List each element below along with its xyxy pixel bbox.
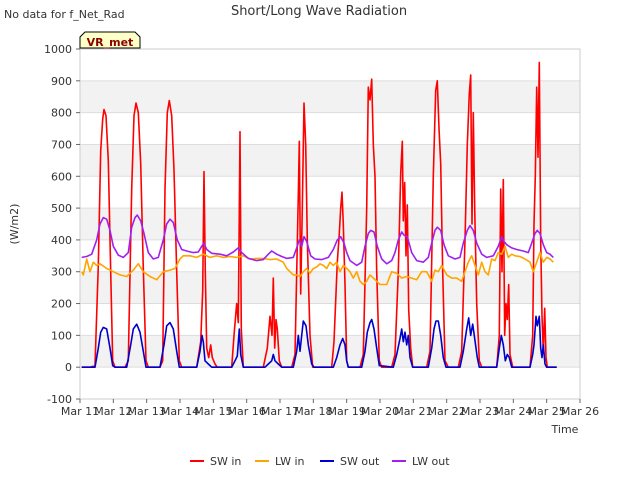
x-tick-label: Mar 18	[294, 405, 332, 418]
background-band	[80, 49, 580, 81]
x-tick-label: Mar 24	[494, 405, 532, 418]
series-line-lw-in	[80, 245, 554, 286]
x-tick-label: Mar 15	[194, 405, 232, 418]
y-tick-label: 800	[51, 107, 72, 120]
background-band	[80, 176, 580, 209]
series-line-lw-out	[81, 214, 554, 267]
no-data-note: No data for f_Net_Rad	[4, 8, 125, 21]
background-band	[80, 80, 580, 113]
plot-frame	[79, 48, 581, 400]
background-band	[80, 112, 580, 145]
x-tick-label: Mar 11	[61, 405, 99, 418]
y-axis-label: (W/m2)	[8, 204, 21, 245]
x-tick-label: Mar 19	[328, 405, 366, 418]
legend-label-lw-in: LW in	[275, 455, 305, 468]
legend-label-sw-out: SW out	[340, 455, 380, 468]
y-tick-label: 100	[51, 329, 72, 342]
vr-met-badge: VR_met	[79, 31, 141, 49]
y-tick-label: 700	[51, 138, 72, 151]
x-tick-label: Mar 12	[94, 405, 132, 418]
y-tick-label: 600	[51, 170, 72, 183]
y-tick-label: 300	[51, 266, 72, 279]
y-tick-label: 900	[51, 75, 72, 88]
chart-title: Short/Long Wave Radiation	[231, 4, 407, 19]
y-axis-ticks: -100 0 100 200 300 400 500 600 700 800 900 1000	[44, 43, 80, 406]
background-band	[80, 335, 580, 368]
x-axis-label: Time	[551, 423, 579, 436]
y-tick-label: 0	[65, 361, 72, 374]
x-tick-label: Mar 23	[461, 405, 499, 418]
legend-label-sw-in: SW in	[210, 455, 241, 468]
series-lines	[80, 61, 557, 369]
background-band	[80, 144, 580, 177]
badge-shape	[79, 31, 141, 49]
y-tick-label: 1000	[44, 43, 72, 56]
x-tick-label: Mar 13	[128, 405, 166, 418]
x-tick-label: Mar 26	[561, 405, 599, 418]
y-tick-label: 400	[51, 234, 72, 247]
background-band	[80, 367, 580, 399]
x-tick-label: Mar 14	[161, 405, 199, 418]
y-tick-label: 500	[51, 202, 72, 215]
badge-label: VR_met	[87, 36, 134, 49]
x-tick-label: Mar 16	[228, 405, 266, 418]
x-tick-label: Mar 17	[261, 405, 299, 418]
x-tick-label: Mar 25	[528, 405, 566, 418]
background-band	[80, 208, 580, 240]
legend: SW in LW in SW out LW out	[190, 455, 450, 468]
legend-label-lw-out: LW out	[412, 455, 450, 468]
plot-background-bands	[80, 49, 580, 399]
x-tick-label: Mar 22	[428, 405, 466, 418]
x-tick-label: Mar 20	[361, 405, 399, 418]
x-tick-label: Mar 21	[394, 405, 432, 418]
series-line-sw-out	[81, 315, 557, 369]
y-tick-label: 200	[51, 298, 72, 311]
y-tick-label: -100	[47, 393, 72, 406]
